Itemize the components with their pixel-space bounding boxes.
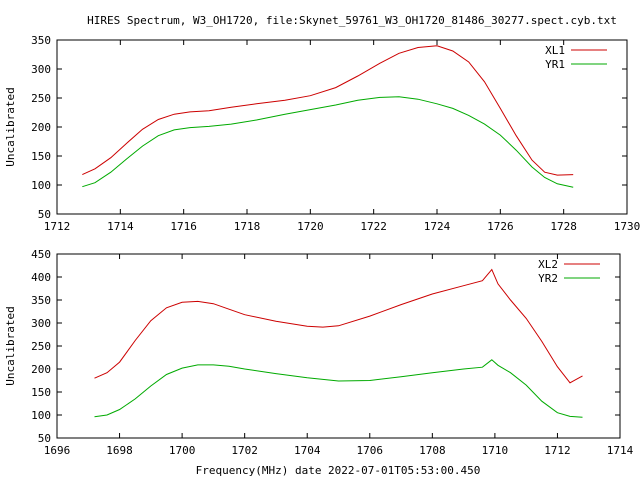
legend-label-xl1: XL1 xyxy=(545,44,565,57)
chart-title: HIRES Spectrum, W3_OH1720, file:Skynet_5… xyxy=(87,14,617,27)
x-tick-label: 1710 xyxy=(482,444,509,457)
y-axis-label: Uncalibrated xyxy=(4,87,17,166)
legend-label-yr1: YR1 xyxy=(545,58,565,71)
chart-panel-2: 1696 1698 1700 1702 1704 1706 1708 1710 1712 1714… xyxy=(4,248,634,457)
x-tick-label: 1720 xyxy=(297,220,324,233)
y-tick-label: 350 xyxy=(31,294,51,307)
y-tick-label: 200 xyxy=(31,121,51,134)
x-tick-label: 1704 xyxy=(294,444,321,457)
x-tick-label: 1716 xyxy=(170,220,197,233)
x-tick-label: 1724 xyxy=(424,220,451,233)
x-tick-label: 1696 xyxy=(44,444,71,457)
series-line-xl1 xyxy=(82,45,574,176)
y-tick-label: 350 xyxy=(31,34,51,47)
x-tick-label: 1712 xyxy=(44,220,71,233)
x-tick-label: 1726 xyxy=(487,220,514,233)
x-tick-label: 1722 xyxy=(360,220,387,233)
x-tick-label: 1698 xyxy=(106,444,133,457)
x-tick-label: 1706 xyxy=(357,444,384,457)
y-tick-label: 300 xyxy=(31,317,51,330)
legend-label-yr2: YR2 xyxy=(538,272,558,285)
plot-frame xyxy=(56,39,628,215)
x-tick-label: 1702 xyxy=(231,444,258,457)
y-tick-label: 200 xyxy=(31,363,51,376)
y-tick-label: 50 xyxy=(38,208,51,221)
y-tick-label: 100 xyxy=(31,409,51,422)
y-tick-label: 250 xyxy=(31,340,51,353)
y-axis-label: Uncalibrated xyxy=(4,306,17,385)
plot-frame xyxy=(56,253,621,439)
x-tick-label: 1714 xyxy=(107,220,134,233)
x-tick-label: 1718 xyxy=(234,220,261,233)
y-tick-label: 150 xyxy=(31,150,51,163)
x-tick-label: 1712 xyxy=(544,444,571,457)
series-line-yr1 xyxy=(82,96,574,188)
series-line-xl2 xyxy=(94,268,583,384)
y-tick-label: 450 xyxy=(31,248,51,261)
plots-layer: 1712 1714 1716 1718 1720 1722 1724 1726 1728 1730… xyxy=(4,34,640,457)
x-axis-label: Frequency(MHz) date 2022-07-01T05:53:00.… xyxy=(196,464,481,477)
y-tick-label: 400 xyxy=(31,271,51,284)
x-tick-label: 1728 xyxy=(550,220,577,233)
y-tick-label: 100 xyxy=(31,179,51,192)
legend-label-xl2: XL2 xyxy=(538,258,558,271)
y-tick-label: 250 xyxy=(31,92,51,105)
x-tick-label: 1730 xyxy=(614,220,640,233)
y-tick-label: 300 xyxy=(31,63,51,76)
x-tick-label: 1700 xyxy=(169,444,196,457)
chart-panel-1: 1712 1714 1716 1718 1720 1722 1724 1726 1728 1730… xyxy=(4,34,640,233)
x-tick-label: 1714 xyxy=(607,444,634,457)
x-tick-label: 1708 xyxy=(419,444,446,457)
y-tick-label: 50 xyxy=(38,432,51,445)
y-tick-label: 150 xyxy=(31,386,51,399)
series-line-yr2 xyxy=(94,359,583,418)
